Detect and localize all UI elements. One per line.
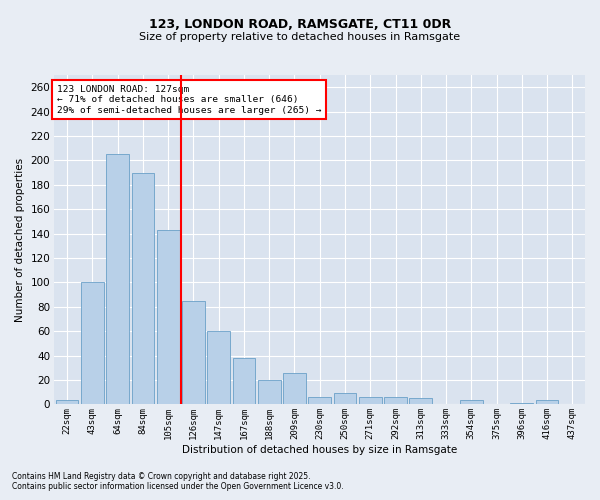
Bar (511, 403, 533, 404)
Bar (308, 397, 331, 404)
Bar (131, 172, 154, 404)
Bar (106, 154, 129, 404)
Text: 123, LONDON ROAD, RAMSGATE, CT11 0DR: 123, LONDON ROAD, RAMSGATE, CT11 0DR (149, 18, 451, 30)
Bar (460, 400, 482, 404)
Bar (208, 331, 230, 404)
Bar (409, 398, 432, 404)
Bar (359, 397, 382, 404)
Bar (334, 394, 356, 404)
Bar (233, 358, 256, 405)
Bar (81, 282, 104, 405)
X-axis label: Distribution of detached houses by size in Ramsgate: Distribution of detached houses by size … (182, 445, 457, 455)
Text: Contains public sector information licensed under the Open Government Licence v3: Contains public sector information licen… (12, 482, 344, 491)
Text: 123 LONDON ROAD: 127sqm
← 71% of detached houses are smaller (646)
29% of semi-d: 123 LONDON ROAD: 127sqm ← 71% of detache… (57, 85, 322, 114)
Bar (536, 400, 559, 404)
Bar (258, 380, 281, 404)
Bar (283, 372, 306, 404)
Text: Contains HM Land Registry data © Crown copyright and database right 2025.: Contains HM Land Registry data © Crown c… (12, 472, 311, 481)
Y-axis label: Number of detached properties: Number of detached properties (15, 158, 25, 322)
Bar (56, 400, 79, 404)
Bar (182, 300, 205, 405)
Bar (157, 230, 179, 404)
Bar (384, 397, 407, 404)
Text: Size of property relative to detached houses in Ramsgate: Size of property relative to detached ho… (139, 32, 461, 42)
